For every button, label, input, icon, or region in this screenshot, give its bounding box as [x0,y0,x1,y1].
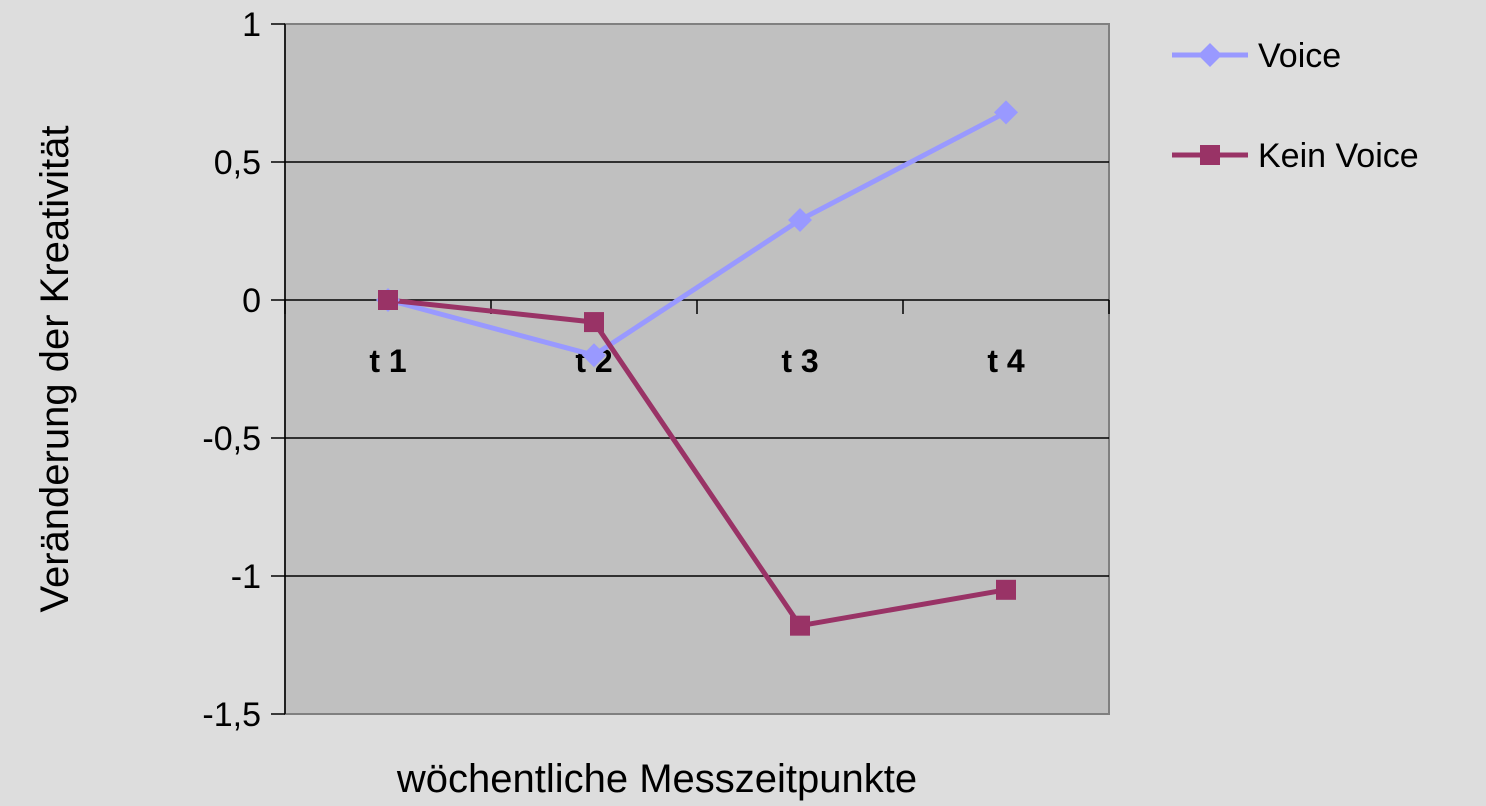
data-point [788,207,812,232]
data-point [790,615,810,636]
y-tick-label: 1 [242,6,261,44]
y-tick-label: -1 [231,558,261,596]
legend-label: Kein Voice [1258,137,1419,175]
x-tick-label: t 3 [781,343,818,379]
x-tick-label: t 1 [369,343,406,379]
data-point [582,343,606,368]
data-point [584,312,604,333]
data-point [1200,145,1220,165]
data-point [1198,43,1222,67]
series-line [387,110,1008,358]
x-axis-title: wöchentliche Messzeitpunkte [396,757,917,801]
series-line [387,297,1007,629]
legend: Voice Kein Voice [1172,37,1419,175]
y-tick-labels: 1 0,5 0 -0,5 -1 -1,5 [202,6,261,734]
data-point [996,579,1016,600]
series-lines [387,110,1008,629]
y-tick-label: -0,5 [202,420,261,458]
x-tick-label: t 4 [987,343,1025,379]
y-tick-label: -1,5 [202,696,261,734]
series-markers [376,100,1018,636]
legend-label: Voice [1258,37,1341,75]
plot-area [284,23,1110,715]
y-axis-title: Veränderung der Kreativität [33,126,77,613]
data-point [378,290,398,310]
y-tick-label: 0 [242,282,261,320]
data-point [994,100,1018,125]
axes [271,23,1110,715]
y-tick-label: 0,5 [214,144,261,182]
gridlines [285,161,1109,577]
